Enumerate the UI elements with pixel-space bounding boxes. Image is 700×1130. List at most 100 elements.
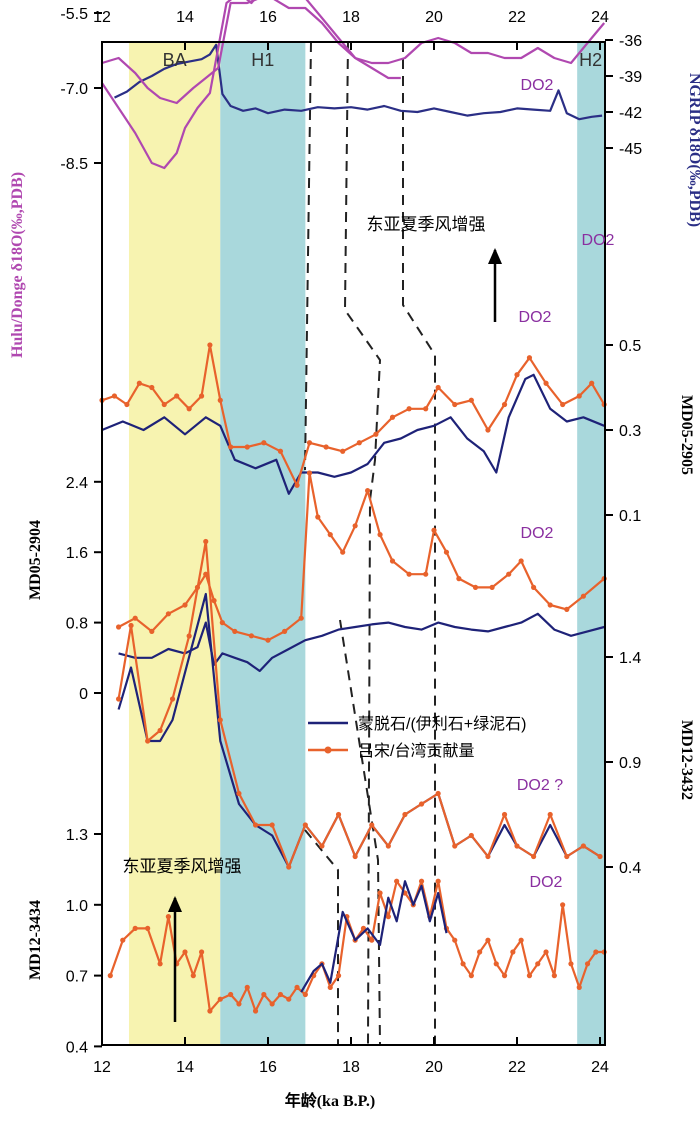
y-tick-label-5-1: 1.0 xyxy=(66,898,88,915)
band-label-h1: H1 xyxy=(251,50,274,70)
series-point-4-7 xyxy=(186,406,192,412)
series-point-9-12 xyxy=(228,991,234,998)
series-point-9-56 xyxy=(593,949,599,955)
x-axis-label: 年龄(ka B.P.) xyxy=(285,1091,376,1110)
series-point-4-32 xyxy=(560,401,566,408)
axis-name-2: MD05-2905 xyxy=(678,395,695,475)
series-point-9-25 xyxy=(335,973,342,979)
series-point-8-12 xyxy=(302,822,308,828)
series-point-9-30 xyxy=(377,890,383,896)
x-tick-label-top-0: 12 xyxy=(93,9,111,26)
series-point-9-49 xyxy=(535,961,541,967)
y-tick-label-3-1: 1.6 xyxy=(66,545,88,562)
y-tick-label-3-2: 0.8 xyxy=(66,616,88,633)
series-point-4-19 xyxy=(356,440,362,446)
series-point-9-16 xyxy=(261,991,267,998)
series-point-8-29 xyxy=(580,843,587,849)
do2-label-5: DO2 xyxy=(530,874,563,891)
series-point-8-27 xyxy=(547,811,553,818)
y-tick-label-0-3: -45 xyxy=(619,141,642,158)
series-point-9-48 xyxy=(526,973,533,979)
series-point-9-55 xyxy=(584,961,591,967)
x-tick-label-top-3: 18 xyxy=(342,9,360,26)
axis-name-5: MD12-3434 xyxy=(27,900,44,980)
series-point-9-32 xyxy=(394,878,400,884)
series-point-9-35 xyxy=(418,878,425,884)
series-point-4-2 xyxy=(124,401,130,408)
series-point-8-8 xyxy=(236,790,242,797)
series-point-6-1 xyxy=(132,615,138,621)
axis-name-0: NGRIP δ18O(‰,PDB) xyxy=(686,73,700,227)
legend-label-luzon: 吕宋/台湾贡献量 xyxy=(358,742,474,760)
legend-label-clay: 蒙脱石/(伊利石+绿泥石) xyxy=(358,715,526,733)
series-point-6-2 xyxy=(149,628,155,635)
x-tick-label-bottom-5: 22 xyxy=(508,1059,526,1076)
series-point-6-30 xyxy=(518,558,524,564)
series-point-8-1 xyxy=(128,622,134,629)
series-point-6-14 xyxy=(306,470,313,476)
series-point-9-31 xyxy=(385,914,391,920)
x-tick-label-top-4: 20 xyxy=(425,9,443,26)
series-point-4-31 xyxy=(543,380,549,386)
series-point-6-0 xyxy=(116,624,122,630)
series-point-4-14 xyxy=(277,448,284,454)
x-tick-label-top-6: 24 xyxy=(591,9,609,26)
x-tick-label-bottom-4: 20 xyxy=(425,1059,443,1076)
series-point-4-26 xyxy=(468,397,474,403)
y-tick-label-5-3: 0.4 xyxy=(66,1039,88,1056)
series-point-9-29 xyxy=(369,937,375,943)
series-point-4-8 xyxy=(199,393,205,399)
dashed-guide-3 xyxy=(304,829,339,1045)
series-point-6-3 xyxy=(165,611,171,617)
series-point-9-10 xyxy=(207,1008,213,1014)
axis-name-1: Hulu/Donge δ18O(‰,PDB) xyxy=(9,172,26,358)
monsoon-label-6: 东亚夏季风增强 xyxy=(367,215,486,234)
series-point-6-26 xyxy=(456,576,462,582)
x-tick-label-top-5: 22 xyxy=(508,9,526,26)
axis-name-3: MD05-2904 xyxy=(27,520,44,600)
series-point-9-2 xyxy=(132,925,138,932)
x-tick-label-bottom-0: 12 xyxy=(93,1059,111,1076)
series-point-4-6 xyxy=(174,393,180,399)
series-point-9-20 xyxy=(294,984,300,991)
series-point-9-21 xyxy=(302,991,308,998)
series-point-9-17 xyxy=(269,1001,275,1007)
series-point-9-44 xyxy=(493,961,499,967)
series-point-6-4 xyxy=(182,602,188,608)
series-point-4-1 xyxy=(111,393,118,399)
y-tick-label-1-2: -5.5 xyxy=(60,6,88,23)
series-point-9-13 xyxy=(236,1001,242,1007)
x-tick-label-bottom-6: 24 xyxy=(591,1059,609,1076)
series-point-6-20 xyxy=(377,532,383,538)
series-point-8-10 xyxy=(269,822,275,828)
series-point-4-20 xyxy=(373,431,379,437)
series-point-9-9 xyxy=(199,949,205,955)
series-point-4-16 xyxy=(306,440,313,446)
series-point-8-6 xyxy=(203,538,209,545)
series-point-8-0 xyxy=(116,696,122,702)
series-point-9-45 xyxy=(501,973,508,979)
series-point-6-12 xyxy=(282,628,288,635)
y-tick-label-5-0: 1.3 xyxy=(66,827,88,844)
series-point-9-37 xyxy=(435,878,441,884)
series-point-4-15 xyxy=(294,482,300,488)
series-point-6-17 xyxy=(340,549,346,555)
series-point-8-26 xyxy=(531,853,537,860)
series-point-9-43 xyxy=(485,937,491,943)
series-point-6-7 xyxy=(211,598,217,604)
x-tick-label-top-1: 14 xyxy=(176,9,194,26)
series-point-6-16 xyxy=(327,532,333,538)
series-point-9-4 xyxy=(157,961,163,967)
series-point-4-22 xyxy=(406,406,412,412)
series-point-8-22 xyxy=(468,832,474,839)
do2-label-0: DO2 xyxy=(521,77,554,94)
series-point-8-19 xyxy=(418,801,425,807)
dashed-guide-4 xyxy=(339,619,381,1046)
event-bands xyxy=(128,42,605,1045)
series-point-9-0 xyxy=(107,973,113,979)
y-tick-label-4-1: 0.9 xyxy=(619,755,641,772)
x-tick-label-bottom-3: 18 xyxy=(342,1059,360,1076)
series-point-4-13 xyxy=(261,440,267,446)
series-point-6-6 xyxy=(203,571,209,577)
